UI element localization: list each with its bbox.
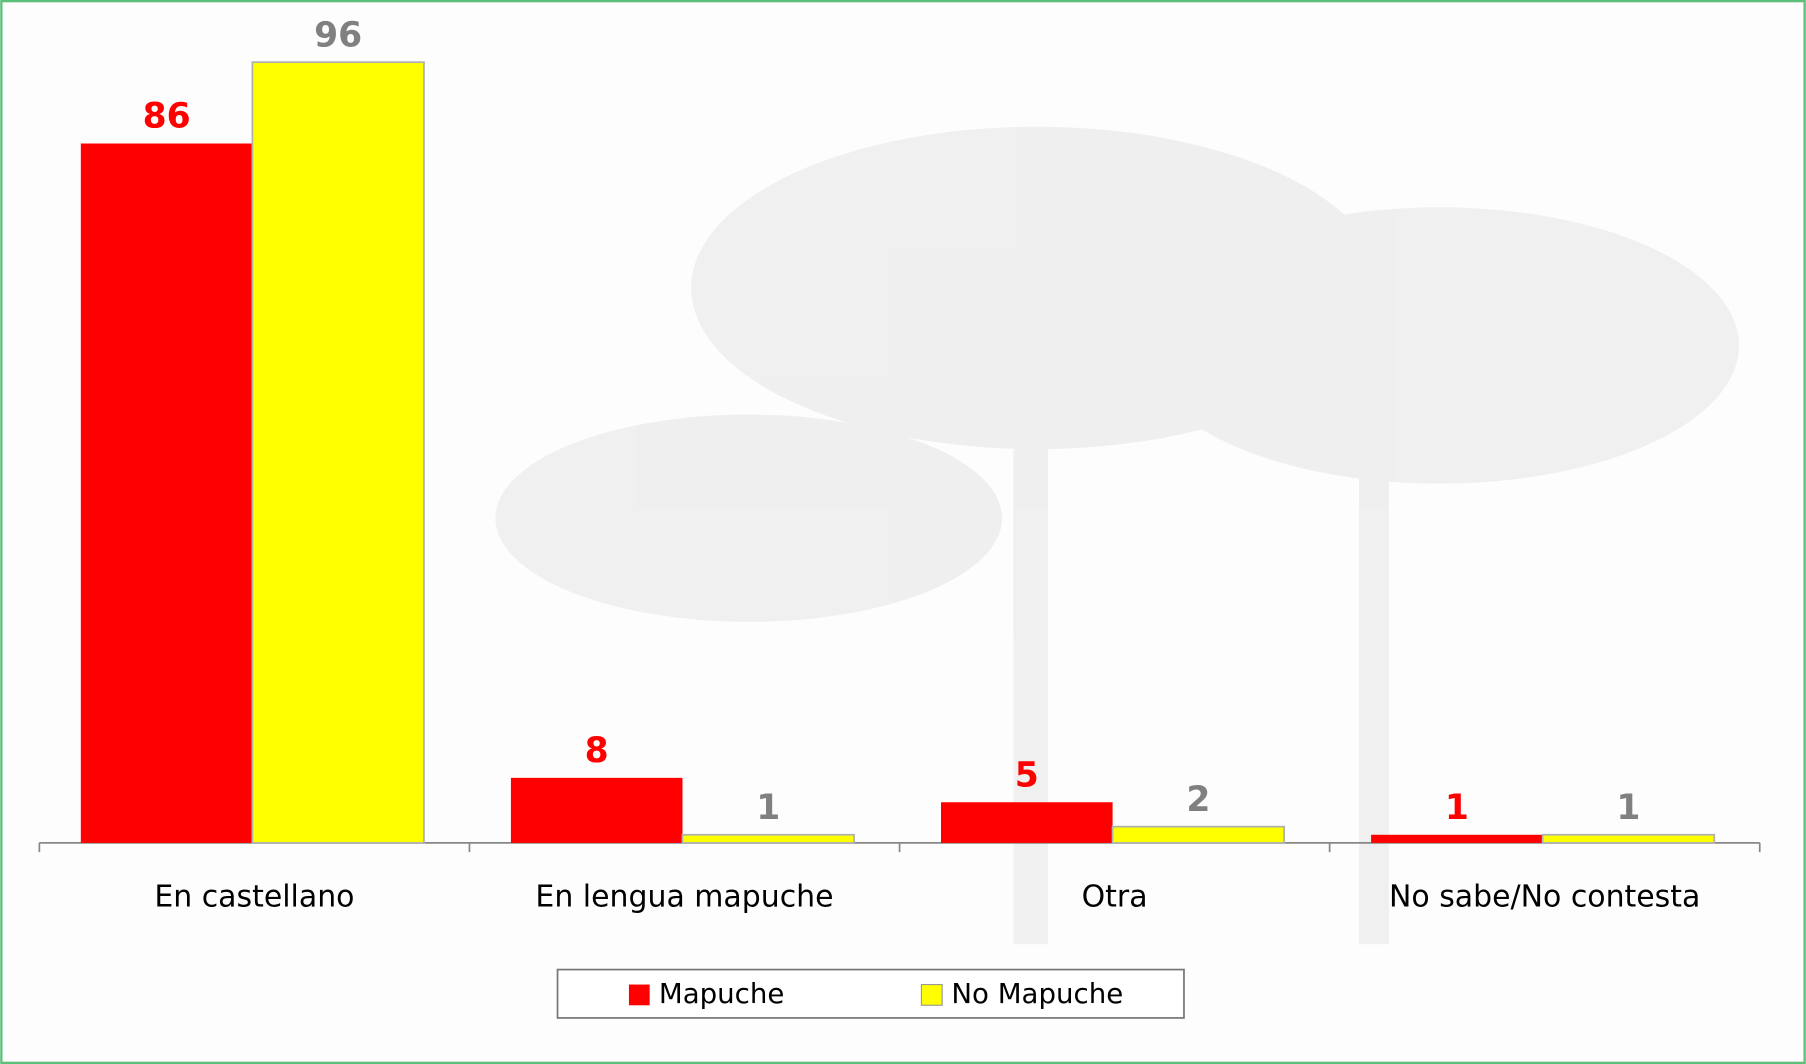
- data-label: 86: [143, 97, 191, 137]
- x-tick-label: En lengua mapuche: [535, 880, 833, 915]
- data-label: 1: [1445, 788, 1469, 828]
- bar: [941, 802, 1113, 843]
- bar: [1541, 833, 1716, 844]
- x-tick-label: No sabe/No contesta: [1389, 880, 1700, 915]
- legend-box: [556, 968, 1185, 1019]
- bar: [251, 61, 425, 844]
- legend-label: Mapuche: [659, 977, 785, 1010]
- x-tick-label: Otra: [1082, 880, 1148, 915]
- data-label: 96: [314, 15, 362, 55]
- bar: [1111, 825, 1286, 844]
- data-label: 5: [1015, 755, 1039, 795]
- x-tick-label: En castellano: [154, 880, 354, 915]
- bar: [1371, 834, 1543, 843]
- data-label: 1: [1616, 788, 1640, 828]
- data-label: 1: [756, 788, 780, 828]
- legend-swatch: [628, 984, 650, 1006]
- bar: [80, 143, 253, 843]
- bar: [510, 777, 683, 843]
- bar: [681, 833, 855, 844]
- data-label: 8: [585, 731, 609, 771]
- legend-swatch: [920, 983, 943, 1006]
- legend-label: No Mapuche: [951, 977, 1123, 1010]
- background-trees: [495, 126, 1739, 945]
- data-label: 2: [1186, 780, 1210, 820]
